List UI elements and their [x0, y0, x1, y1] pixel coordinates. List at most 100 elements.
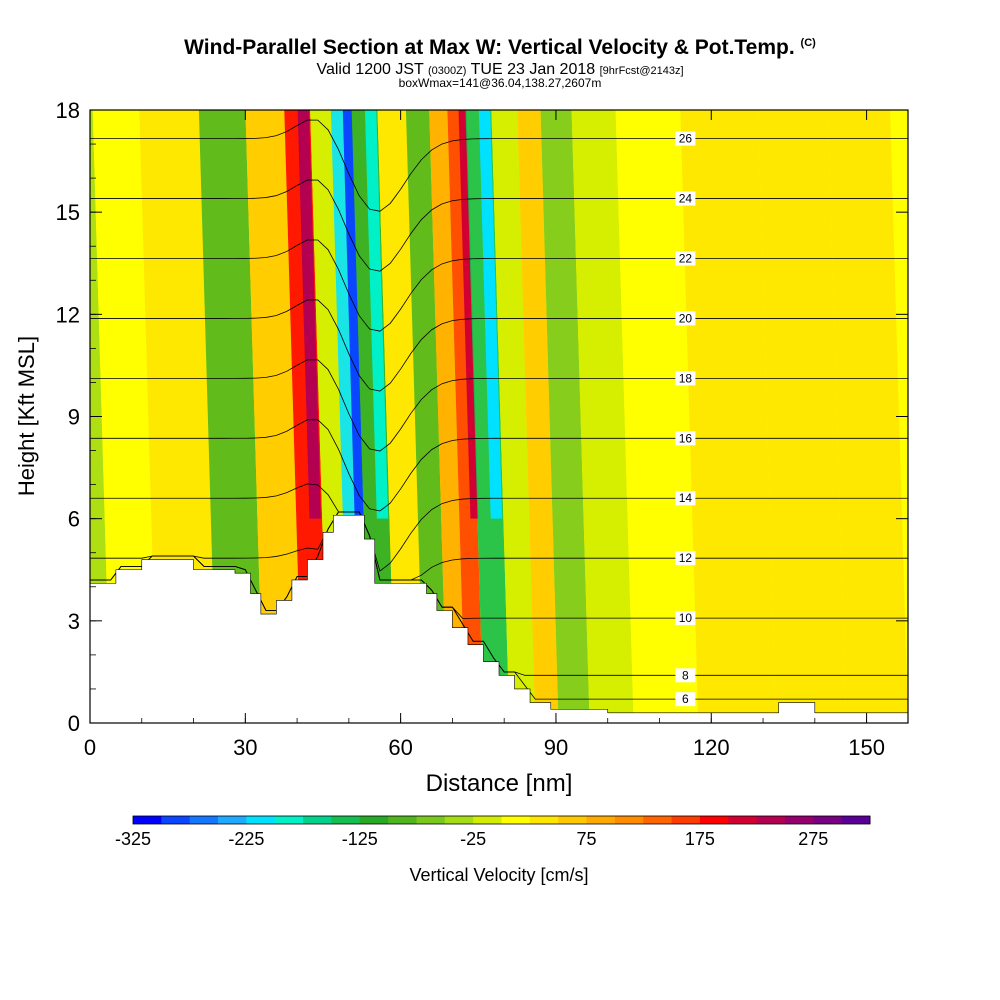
theta-contour-label-text: 6: [682, 692, 689, 706]
y-tick-label: 3: [68, 609, 80, 634]
colorbar-label: Vertical Velocity [cm/s]: [409, 865, 588, 885]
theta-contour-label: 10: [675, 611, 696, 626]
x-tick-label: 60: [388, 735, 412, 760]
chart-title-text: Wind-Parallel Section at Max W: Vertical…: [184, 36, 795, 59]
colorbar-frame: [132, 815, 871, 825]
x-tick-label: 120: [693, 735, 730, 760]
x-tick-label: 90: [544, 735, 568, 760]
vv-band: [351, 110, 396, 723]
colorbar-swatch: [841, 816, 871, 824]
colorbar-swatch: [784, 816, 814, 824]
theta-contour-label-text: 22: [679, 251, 693, 265]
copyright-mark: (C): [800, 37, 816, 49]
theta-contour-label-text: 12: [679, 551, 693, 565]
plot-area: 6 8 10 12 14 16 18 20 22 24 26: [90, 110, 908, 723]
x-axis: 0 30 60 90 120 150: [84, 110, 885, 760]
vv-band: [827, 110, 908, 723]
colorbar-swatch: [274, 816, 304, 824]
colorbar-swatch: [529, 816, 559, 824]
y-tick-label: 0: [68, 711, 80, 736]
theta-contour-label: 26: [675, 131, 696, 146]
vv-core: [364, 110, 389, 519]
vv-band: [377, 110, 424, 723]
theta-contour-line: [90, 511, 908, 581]
colorbar-tick-label: -325: [115, 829, 151, 849]
theta-contour-label: 14: [675, 491, 696, 506]
vv-band: [540, 110, 590, 723]
colorbar-swatch: [303, 816, 332, 824]
valid-time: Valid 1200 JST: [316, 61, 424, 78]
colorbar-swatch: [359, 816, 389, 824]
theta-contour-line: [90, 359, 908, 452]
theta-contours: 6 8 10 12 14 16 18 20 22 24 26: [90, 119, 908, 707]
theta-contour-line: [90, 483, 908, 572]
colorbar-swatch: [473, 816, 502, 824]
theta-contour-label-text: 16: [679, 431, 693, 445]
x-tick-label: 150: [848, 735, 885, 760]
colorbar-swatch: [161, 816, 191, 824]
vv-band: [465, 110, 510, 723]
x-tick-label: 0: [84, 735, 96, 760]
x-tick-label: 30: [233, 735, 257, 760]
theta-contour-line: [90, 239, 908, 332]
vv-band: [517, 110, 559, 723]
chart-box-info: boxWmax=141@36.04,138.27,2607m: [398, 76, 602, 90]
y-axis-label: Height [Kft MSL]: [14, 336, 39, 496]
theta-contour-label: 18: [675, 371, 696, 386]
vv-band: [245, 110, 303, 723]
colorbar-tick-label: 175: [685, 829, 715, 849]
colorbar-tick-label: 75: [577, 829, 597, 849]
theta-contour-line: [90, 299, 908, 392]
theta-contour-label: 6: [675, 692, 696, 707]
y-tick-label: 9: [68, 405, 80, 430]
colorbar-tick-label: -125: [342, 829, 378, 849]
colorbar-tick-label: -225: [228, 829, 264, 849]
theta-contour-line: [90, 419, 908, 512]
theta-contour-label-text: 8: [682, 668, 689, 682]
colorbar-swatch: [728, 816, 758, 824]
vv-core: [342, 110, 364, 519]
colorbar-swatch: [699, 816, 729, 824]
colorbar-swatch: [218, 816, 247, 824]
x-axis-label: Distance [nm]: [426, 770, 573, 797]
theta-contour-label: 16: [675, 431, 696, 446]
vv-band: [405, 110, 448, 723]
theta-contour-line: [90, 119, 908, 212]
theta-contour-label: 12: [675, 551, 696, 566]
theta-contour-label: 24: [675, 191, 696, 206]
theta-contour-label-text: 24: [679, 192, 693, 206]
vv-core: [478, 110, 503, 519]
colorbar-swatch: [388, 816, 417, 824]
theta-contour-line: [90, 179, 908, 272]
vv-core: [458, 110, 479, 519]
chart-subtitle: Valid 1200 JST (0300Z) TUE 23 Jan 2018 […: [0, 61, 1000, 79]
y-tick-label: 18: [56, 98, 80, 123]
colorbar-tick-label: -25: [460, 829, 486, 849]
colorbar-swatch: [813, 816, 843, 824]
chart-title: Wind-Parallel Section at Max W: Vertical…: [0, 36, 1000, 60]
colorbar-swatch: [416, 816, 446, 824]
theta-contour-label-text: 10: [679, 611, 693, 625]
colorbar-swatch: [586, 816, 616, 824]
forecast-info: [9hrFcst@2143z]: [599, 65, 684, 77]
theta-contour-label-text: 14: [679, 491, 693, 505]
vv-band: [757, 110, 846, 723]
colorbar-swatch: [643, 816, 673, 824]
colorbar-swatch: [444, 816, 474, 824]
y-tick-label: 12: [56, 302, 80, 327]
theta-contour-line: [90, 511, 908, 619]
colorbar-swatch: [331, 816, 361, 824]
valid-utc: (0300Z): [427, 65, 467, 77]
colorbar-swatch: [614, 816, 644, 824]
vv-band: [429, 110, 466, 723]
colorbar-swatch: [189, 816, 219, 824]
colorbar-swatch: [671, 816, 701, 824]
colorbar: -325 -225 -125 -25 75 175 275: [115, 815, 871, 849]
colorbar-tick-label: 275: [798, 829, 828, 849]
y-tick-label: 15: [56, 200, 80, 225]
vv-core: [297, 110, 321, 519]
theta-contour-label: 8: [675, 668, 696, 683]
colorbar-swatch: [501, 816, 531, 824]
y-tick-label: 6: [68, 507, 80, 532]
